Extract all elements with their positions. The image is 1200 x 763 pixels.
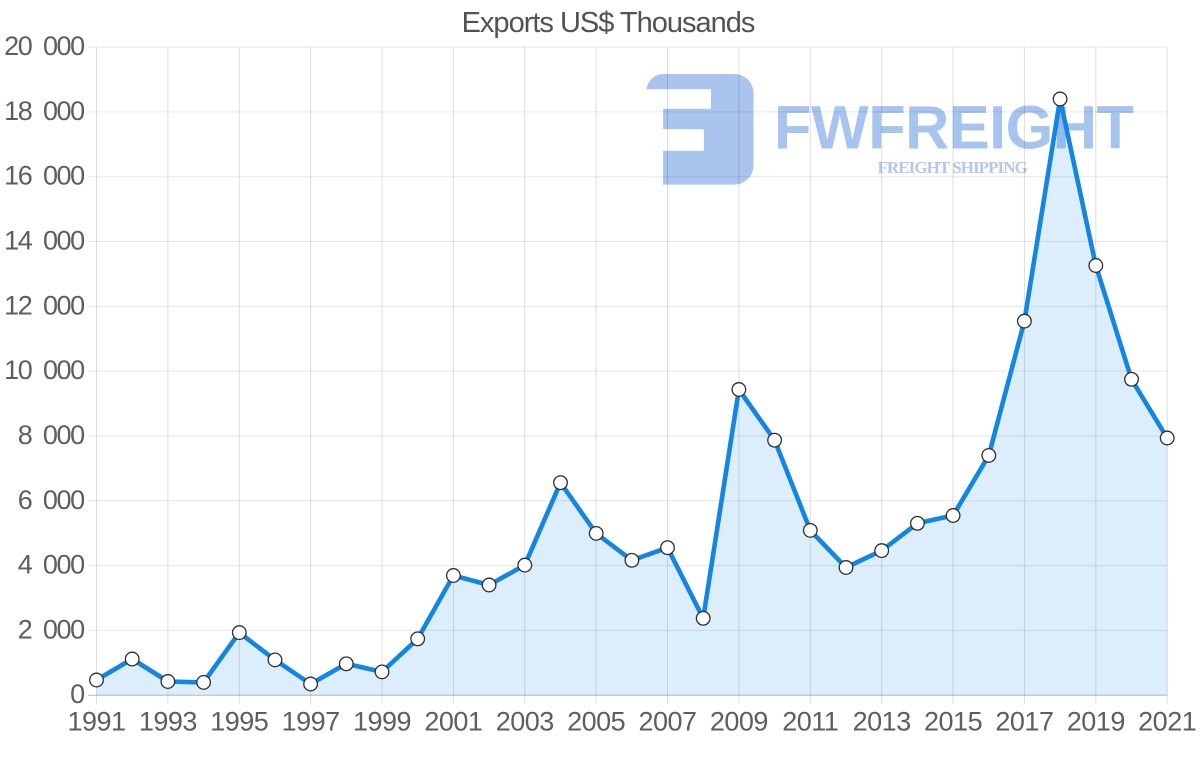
svg-text:2007: 2007 (639, 706, 697, 736)
svg-text:2019: 2019 (1067, 706, 1125, 736)
svg-text:2013: 2013 (853, 706, 911, 736)
svg-text:2015: 2015 (924, 706, 982, 736)
svg-text:2011: 2011 (782, 706, 838, 736)
svg-text:20 000: 20 000 (4, 31, 84, 61)
svg-text:1991: 1991 (67, 706, 125, 736)
svg-text:Exports US$ Thousands: Exports US$ Thousands (462, 7, 755, 39)
svg-text:2001: 2001 (424, 706, 482, 736)
svg-text:2021: 2021 (1138, 706, 1196, 736)
svg-text:2017: 2017 (995, 706, 1053, 736)
svg-text:0: 0 (70, 679, 84, 709)
svg-text:1999: 1999 (353, 706, 411, 736)
svg-text:6 000: 6 000 (18, 485, 84, 515)
svg-text:2 000: 2 000 (18, 614, 84, 644)
svg-text:FREIGHT SHIPPING: FREIGHT SHIPPING (878, 158, 1028, 177)
svg-text:8 000: 8 000 (18, 420, 84, 450)
svg-text:18 000: 18 000 (4, 96, 84, 126)
svg-text:FWFREIGHT: FWFREIGHT (774, 94, 1133, 162)
svg-text:12 000: 12 000 (4, 290, 84, 320)
svg-text:10 000: 10 000 (4, 355, 84, 385)
svg-text:2005: 2005 (567, 706, 625, 736)
svg-text:1997: 1997 (282, 706, 340, 736)
svg-text:1993: 1993 (139, 706, 197, 736)
svg-text:4 000: 4 000 (18, 550, 84, 580)
svg-text:2009: 2009 (710, 706, 768, 736)
svg-text:16 000: 16 000 (4, 161, 84, 191)
svg-text:14 000: 14 000 (4, 226, 84, 256)
svg-text:2003: 2003 (496, 706, 554, 736)
svg-text:1995: 1995 (210, 706, 268, 736)
